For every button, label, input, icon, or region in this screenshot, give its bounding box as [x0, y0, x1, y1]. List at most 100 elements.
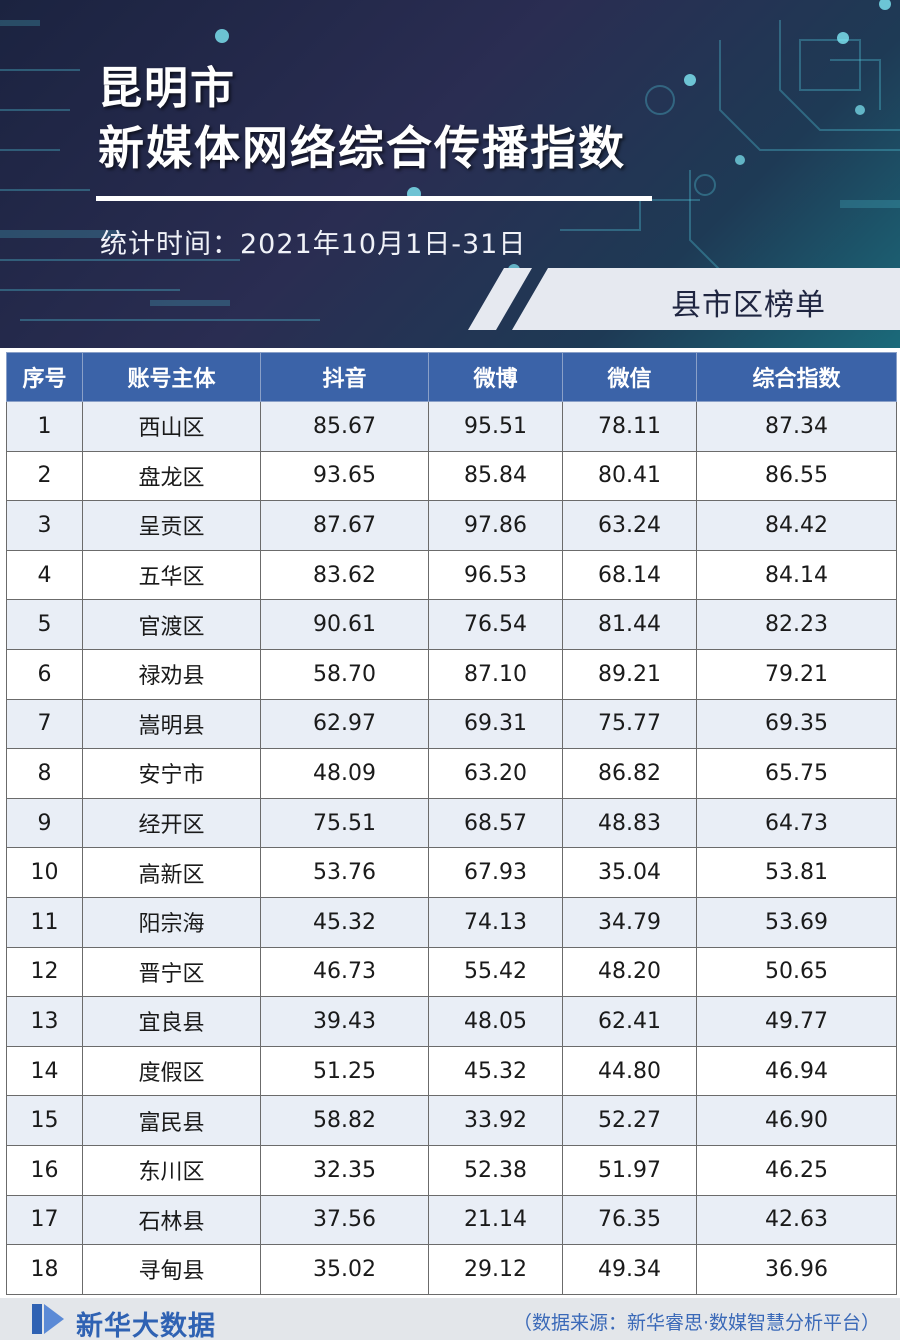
- column-header-account: 账号主体: [82, 352, 261, 402]
- cell-wechat: 35.04: [562, 847, 697, 898]
- cell-weibo: 96.53: [428, 549, 563, 601]
- cell-douyin: 58.82: [260, 1095, 429, 1146]
- cell-rank: 3: [6, 500, 83, 551]
- cell-weibo: 55.42: [428, 946, 563, 998]
- cell-account: 官渡区: [82, 599, 261, 650]
- xinhua-logo-icon: [32, 1304, 64, 1334]
- cell-account: 晋宁区: [82, 946, 261, 998]
- table-row: 17 石林县 37.56 21.14 76.35 42.63: [6, 1194, 897, 1246]
- cell-douyin: 93.65: [260, 450, 429, 502]
- cell-douyin: 90.61: [260, 599, 429, 650]
- cell-rank: 4: [6, 549, 83, 601]
- table-row: 12 晋宁区 46.73 55.42 48.20 50.65: [6, 946, 897, 998]
- column-header-composite: 综合指数: [696, 352, 897, 402]
- cell-rank: 18: [6, 1244, 83, 1295]
- cell-rank: 16: [6, 1144, 83, 1196]
- cell-account: 东川区: [82, 1144, 261, 1196]
- cell-account: 阳宗海: [82, 896, 261, 948]
- table-row: 13 宜良县 39.43 48.05 62.41 49.77: [6, 996, 897, 1047]
- cell-weibo: 21.14: [428, 1194, 563, 1246]
- cell-composite: 79.21: [696, 648, 897, 700]
- cell-weibo: 33.92: [428, 1095, 563, 1146]
- cell-composite: 46.25: [696, 1144, 897, 1196]
- cell-rank: 9: [6, 797, 83, 849]
- table-row: 1 西山区 85.67 95.51 78.11 87.34: [6, 401, 897, 452]
- table-row: 9 经开区 75.51 68.57 48.83 64.73: [6, 797, 897, 849]
- cell-douyin: 45.32: [260, 896, 429, 948]
- title-divider: [96, 196, 652, 201]
- cell-composite: 49.77: [696, 996, 897, 1047]
- cell-composite: 46.90: [696, 1095, 897, 1146]
- cell-weibo: 76.54: [428, 599, 563, 650]
- cell-wechat: 44.80: [562, 1045, 697, 1097]
- table-row: 11 阳宗海 45.32 74.13 34.79 53.69: [6, 896, 897, 948]
- circuit-background-graphic: [0, 0, 900, 321]
- cell-account: 盘龙区: [82, 450, 261, 502]
- cell-weibo: 95.51: [428, 401, 563, 452]
- cell-account: 五华区: [82, 549, 261, 601]
- table-row: 8 安宁市 48.09 63.20 86.82 65.75: [6, 748, 897, 799]
- cell-douyin: 85.67: [260, 401, 429, 452]
- cell-composite: 46.94: [696, 1045, 897, 1097]
- table-body: 1 西山区 85.67 95.51 78.11 87.34 2 盘龙区 93.65 85.84 80…: [6, 401, 897, 1295]
- cell-rank: 6: [6, 648, 83, 700]
- cell-wechat: 49.34: [562, 1244, 697, 1295]
- cell-wechat: 51.97: [562, 1144, 697, 1196]
- cell-composite: 36.96: [696, 1244, 897, 1295]
- cell-wechat: 68.14: [562, 549, 697, 601]
- cell-weibo: 87.10: [428, 648, 563, 700]
- cell-douyin: 83.62: [260, 549, 429, 601]
- cell-wechat: 81.44: [562, 599, 697, 650]
- table-row: 7 嵩明县 62.97 69.31 75.77 69.35: [6, 698, 897, 750]
- cell-composite: 84.42: [696, 500, 897, 551]
- cell-wechat: 89.21: [562, 648, 697, 700]
- cell-account: 经开区: [82, 797, 261, 849]
- cell-composite: 53.81: [696, 847, 897, 898]
- cell-weibo: 68.57: [428, 797, 563, 849]
- column-header-wechat: 微信: [562, 352, 697, 402]
- title-line-1: 昆明市: [98, 63, 236, 114]
- ranking-table: 序号 账号主体 抖音 微博 微信 综合指数 1 西山区 85.67 95.51 78.1…: [6, 352, 897, 1295]
- logo-text: 新华大数据: [76, 1311, 216, 1342]
- cell-wechat: 62.41: [562, 996, 697, 1047]
- statistics-period: 统计时间：2021年10月1日-31日: [100, 229, 527, 260]
- cell-weibo: 69.31: [428, 698, 563, 750]
- table-row: 18 寻甸县 35.02 29.12 49.34 36.96: [6, 1244, 897, 1295]
- cell-weibo: 45.32: [428, 1045, 563, 1097]
- cell-douyin: 51.25: [260, 1045, 429, 1097]
- table-header-row: 序号 账号主体 抖音 微博 微信 综合指数: [6, 352, 897, 402]
- cell-rank: 2: [6, 450, 83, 502]
- table-row: 14 度假区 51.25 45.32 44.80 46.94: [6, 1045, 897, 1097]
- cell-composite: 65.75: [696, 748, 897, 799]
- cell-weibo: 63.20: [428, 748, 563, 799]
- cell-wechat: 52.27: [562, 1095, 697, 1146]
- cell-composite: 53.69: [696, 896, 897, 948]
- cell-douyin: 75.51: [260, 797, 429, 849]
- table-row: 6 禄劝县 58.70 87.10 89.21 79.21: [6, 648, 897, 700]
- cell-wechat: 34.79: [562, 896, 697, 948]
- column-header-weibo: 微博: [428, 352, 563, 402]
- cell-wechat: 76.35: [562, 1194, 697, 1246]
- ranking-table-wrapper: 序号 账号主体 抖音 微博 微信 综合指数 1 西山区 85.67 95.51 78.1…: [6, 352, 897, 1295]
- cell-rank: 15: [6, 1095, 83, 1146]
- cell-wechat: 75.77: [562, 698, 697, 750]
- cell-account: 寻甸县: [82, 1244, 261, 1295]
- cell-weibo: 67.93: [428, 847, 563, 898]
- cell-rank: 5: [6, 599, 83, 650]
- cell-douyin: 39.43: [260, 996, 429, 1047]
- cell-composite: 50.65: [696, 946, 897, 998]
- cell-composite: 82.23: [696, 599, 897, 650]
- cell-account: 禄劝县: [82, 648, 261, 700]
- table-row: 3 呈贡区 87.67 97.86 63.24 84.42: [6, 500, 897, 551]
- table-row: 5 官渡区 90.61 76.54 81.44 82.23: [6, 599, 897, 650]
- cell-rank: 17: [6, 1194, 83, 1246]
- table-row: 2 盘龙区 93.65 85.84 80.41 86.55: [6, 450, 897, 502]
- cell-douyin: 32.35: [260, 1144, 429, 1196]
- cell-account: 嵩明县: [82, 698, 261, 750]
- footer: 新华大数据 （数据来源：新华睿思·数媒智慧分析平台）: [0, 1298, 900, 1342]
- cell-rank: 13: [6, 996, 83, 1047]
- cell-wechat: 86.82: [562, 748, 697, 799]
- cell-rank: 14: [6, 1045, 83, 1097]
- cell-douyin: 46.73: [260, 946, 429, 998]
- cell-composite: 42.63: [696, 1194, 897, 1246]
